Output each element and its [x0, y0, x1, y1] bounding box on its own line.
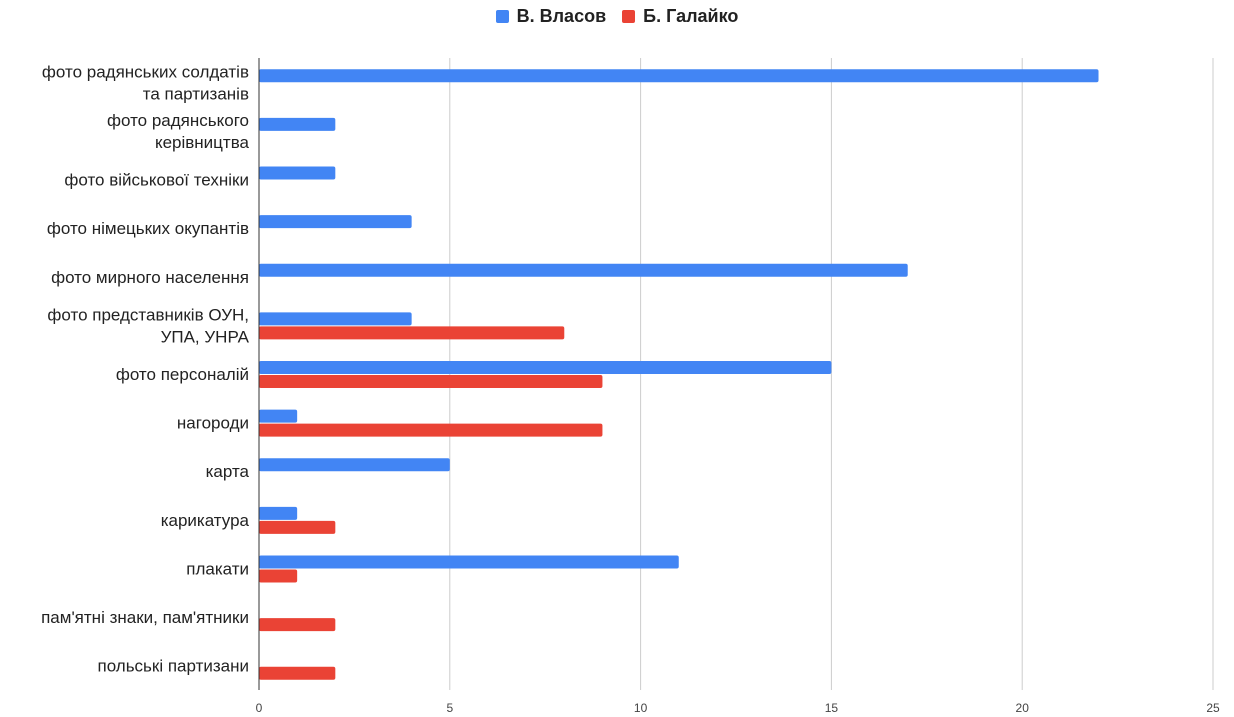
bar-vlasov: [259, 506, 298, 520]
bar-vlasov: [259, 69, 1099, 83]
bar-halaiko: [259, 326, 565, 340]
legend: В. Власов Б. Галайко: [0, 6, 1234, 27]
legend-label-vlasov: В. Власов: [516, 6, 607, 26]
x-tick-label: 5: [446, 701, 453, 715]
bar-halaiko: [259, 569, 298, 583]
bar-halaiko: [259, 423, 603, 437]
bar-halaiko: [259, 666, 336, 680]
bar-vlasov: [259, 312, 412, 326]
bar-vlasov: [259, 555, 679, 569]
legend-item-halaiko[interactable]: Б. Галайко: [622, 6, 738, 27]
bar-vlasov: [259, 409, 298, 423]
bar-vlasov: [259, 117, 336, 131]
x-tick-label: 20: [1016, 701, 1030, 715]
category-label: фото радянського керівництва: [107, 111, 250, 152]
legend-swatch-halaiko: [622, 10, 636, 23]
category-label: плакати: [186, 559, 249, 578]
bar-halaiko: [259, 375, 603, 388]
bar-vlasov: [259, 361, 832, 374]
x-tick-label: 25: [1206, 701, 1220, 715]
category-label: пам'ятні знаки, пам'ятники: [41, 608, 249, 627]
category-label: польські партизани: [97, 657, 249, 676]
category-label: карикатура: [161, 511, 250, 530]
bar-halaiko: [259, 618, 336, 632]
x-tick-label: 15: [825, 701, 839, 715]
x-tick-label: 10: [634, 701, 648, 715]
bar-vlasov: [259, 166, 336, 180]
legend-swatch-vlasov: [495, 10, 509, 23]
bar-vlasov: [259, 263, 908, 277]
x-tick-label: 0: [256, 701, 263, 715]
legend-item-vlasov[interactable]: В. Власов: [495, 6, 607, 27]
category-label: карта: [206, 462, 250, 481]
category-label: фото німецьких окупантів: [47, 219, 249, 238]
category-label: фото військової техніки: [64, 171, 249, 190]
category-label: фото персоналій: [116, 365, 249, 384]
legend-label-halaiko: Б. Галайко: [643, 6, 739, 26]
bar-halaiko: [259, 520, 336, 534]
category-label: фото мирного населення: [51, 268, 249, 287]
category-label: нагороди: [177, 414, 249, 433]
bar-vlasov: [259, 458, 450, 472]
bar-vlasov: [259, 215, 412, 229]
category-label: фото радянських солдатів та партизанів: [42, 62, 249, 103]
category-label: фото представників ОУН, УПА, УНРА: [47, 305, 249, 346]
